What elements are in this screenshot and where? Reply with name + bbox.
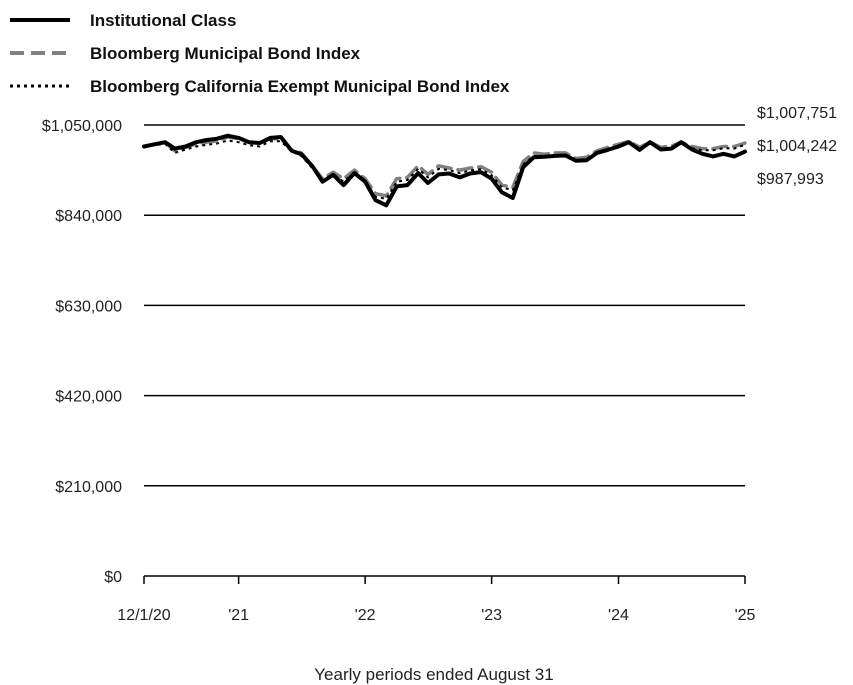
x-tick-label: '25	[735, 607, 756, 624]
gridlines	[144, 124, 745, 487]
series-lines	[142, 133, 747, 208]
x-tick-label: '22	[355, 607, 376, 624]
y-tick-label: $630,000	[55, 298, 122, 315]
x-axis: 12/1/20 '21 '22 '23 '24 '25	[117, 575, 756, 624]
x-tick-label: '21	[228, 607, 249, 624]
end-value-label-1: $987,993	[757, 171, 824, 188]
end-value-label-3: $1,004,242	[757, 138, 837, 155]
legend: Institutional Class Bloomberg Municipal B…	[10, 11, 510, 96]
x-tick-label: '24	[608, 607, 629, 624]
y-tick-label: $840,000	[55, 208, 122, 225]
x-tick-label: '23	[481, 607, 502, 624]
y-tick-label: $1,050,000	[42, 118, 122, 135]
legend-label-2: Bloomberg Municipal Bond Index	[90, 44, 361, 63]
x-axis-title: Yearly periods ended August 31	[314, 665, 553, 684]
y-tick-label: $210,000	[55, 479, 122, 496]
y-tick-label: $420,000	[55, 389, 122, 406]
end-value-label-2: $1,007,751	[757, 105, 837, 122]
x-tick-label: 12/1/20	[117, 607, 170, 624]
series-line-1	[142, 133, 747, 208]
legend-label-1: Institutional Class	[90, 11, 236, 30]
y-tick-label: $0	[104, 569, 122, 586]
series-line-3	[143, 139, 746, 200]
legend-label-3: Bloomberg California Exempt Municipal Bo…	[90, 77, 510, 96]
end-value-labels: $1,007,751 $1,004,242 $987,993	[757, 105, 837, 188]
y-axis-ticks: $0 $210,000 $420,000 $630,000 $840,000 $1,050…	[42, 118, 122, 586]
